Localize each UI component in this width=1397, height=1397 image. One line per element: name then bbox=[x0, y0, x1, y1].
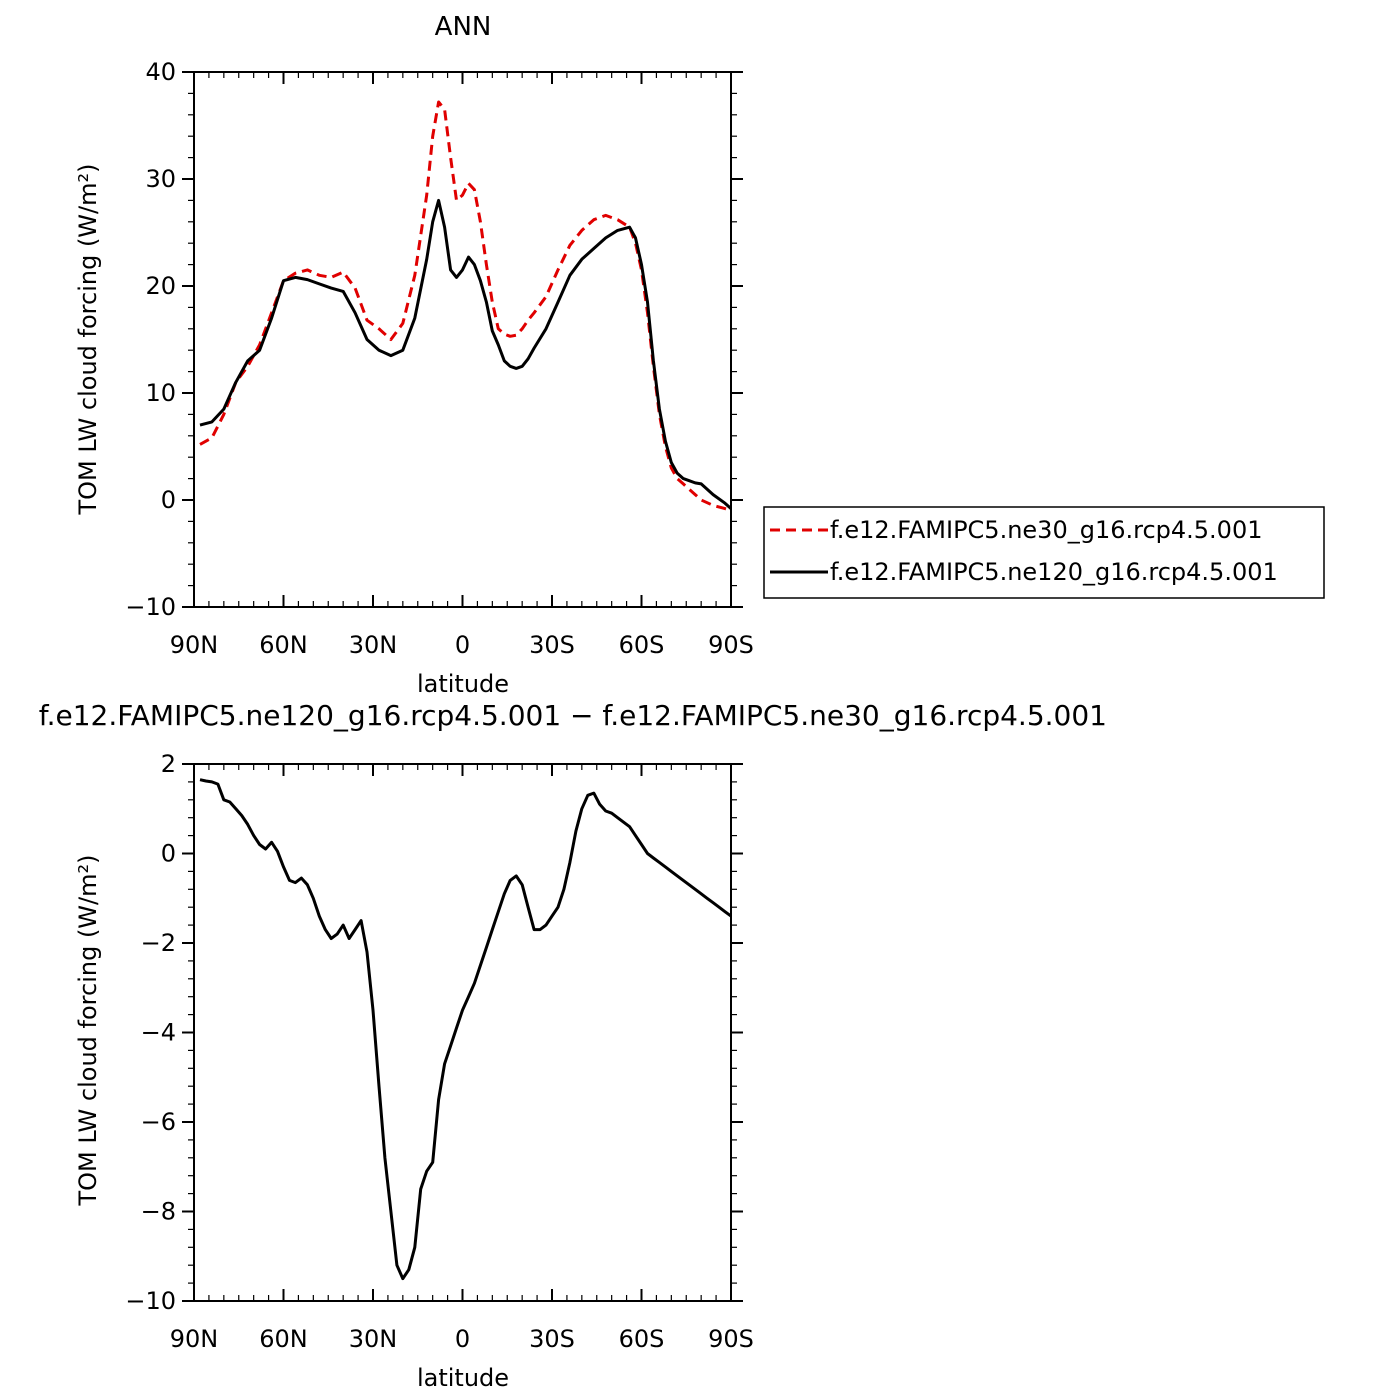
top-plot-frame bbox=[193, 71, 732, 608]
bottom-y-tick-label: −4 bbox=[141, 1019, 176, 1047]
top-y-tick-label: 30 bbox=[145, 165, 176, 193]
top-x-axis-label: latitude bbox=[417, 670, 509, 698]
bottom-y-tick-label: −6 bbox=[141, 1108, 176, 1136]
top-chart: ANN 90N 60N 30N 0 30S 60S 90S 40 30 20 10 0 −10 lati… bbox=[74, 12, 754, 698]
bottom-y-tick-label: −10 bbox=[125, 1287, 176, 1315]
bottom-x-axis-label: latitude bbox=[417, 1364, 509, 1392]
top-x-tick-label: 30N bbox=[349, 631, 398, 659]
legend-label-ne120: f.e12.FAMIPC5.ne120_g16.rcp4.5.001 bbox=[830, 558, 1278, 586]
top-series-lines bbox=[199, 100, 733, 513]
bottom-x-tick-label: 90N bbox=[170, 1325, 219, 1353]
legend: f.e12.FAMIPC5.ne30_g16.rcp4.5.001 f.e12.… bbox=[763, 506, 1325, 599]
bottom-plot-frame bbox=[193, 763, 732, 1302]
bottom-x-tick-label: 30N bbox=[349, 1325, 398, 1353]
top-y-tick-label: 40 bbox=[145, 58, 176, 86]
top-chart-title: ANN bbox=[435, 12, 492, 42]
top-x-tick-label: 90S bbox=[708, 631, 754, 659]
bottom-axis-ticks: 90N 60N 30N 0 30S 60S 90S 2 0 −2 −4 −6 −8 −10 bbox=[125, 750, 754, 1353]
top-series-line-1 bbox=[199, 198, 733, 510]
bottom-chart-title: f.e12.FAMIPC5.ne120_g16.rcp4.5.001 − f.e… bbox=[39, 699, 1107, 732]
bottom-y-tick-label: 0 bbox=[161, 840, 176, 868]
top-x-tick-label: 60N bbox=[259, 631, 308, 659]
bottom-x-tick-label: 60S bbox=[619, 1325, 665, 1353]
top-y-tick-label: 20 bbox=[145, 272, 176, 300]
bottom-x-tick-label: 90S bbox=[708, 1325, 754, 1353]
top-y-tick-label: −10 bbox=[125, 593, 176, 621]
bottom-series-line-0 bbox=[199, 778, 732, 1281]
bottom-chart: f.e12.FAMIPC5.ne120_g16.rcp4.5.001 − f.e… bbox=[39, 699, 1107, 1392]
top-y-tick-label: 0 bbox=[161, 486, 176, 514]
legend-label-ne30: f.e12.FAMIPC5.ne30_g16.rcp4.5.001 bbox=[830, 516, 1263, 544]
top-x-tick-label: 0 bbox=[455, 631, 470, 659]
top-x-tick-label: 30S bbox=[529, 631, 575, 659]
legend-box bbox=[763, 506, 1325, 599]
top-y-axis-label: TOM LW cloud forcing (W/m²) bbox=[74, 164, 102, 516]
bottom-x-tick-label: 0 bbox=[455, 1325, 470, 1353]
top-axis-ticks: 90N 60N 30N 0 30S 60S 90S 40 30 20 10 0 −10 bbox=[125, 58, 754, 659]
top-series-line-0 bbox=[199, 100, 732, 513]
top-x-tick-label: 60S bbox=[619, 631, 665, 659]
bottom-x-tick-label: 30S bbox=[529, 1325, 575, 1353]
bottom-y-tick-label: −8 bbox=[141, 1198, 176, 1226]
bottom-x-tick-label: 60N bbox=[259, 1325, 308, 1353]
bottom-y-tick-label: 2 bbox=[161, 750, 176, 778]
top-y-tick-label: 10 bbox=[145, 379, 176, 407]
bottom-y-axis-label: TOM LW cloud forcing (W/m²) bbox=[74, 855, 102, 1207]
bottom-series-lines bbox=[199, 778, 732, 1281]
top-x-tick-label: 90N bbox=[170, 631, 219, 659]
bottom-y-tick-label: −2 bbox=[141, 929, 176, 957]
